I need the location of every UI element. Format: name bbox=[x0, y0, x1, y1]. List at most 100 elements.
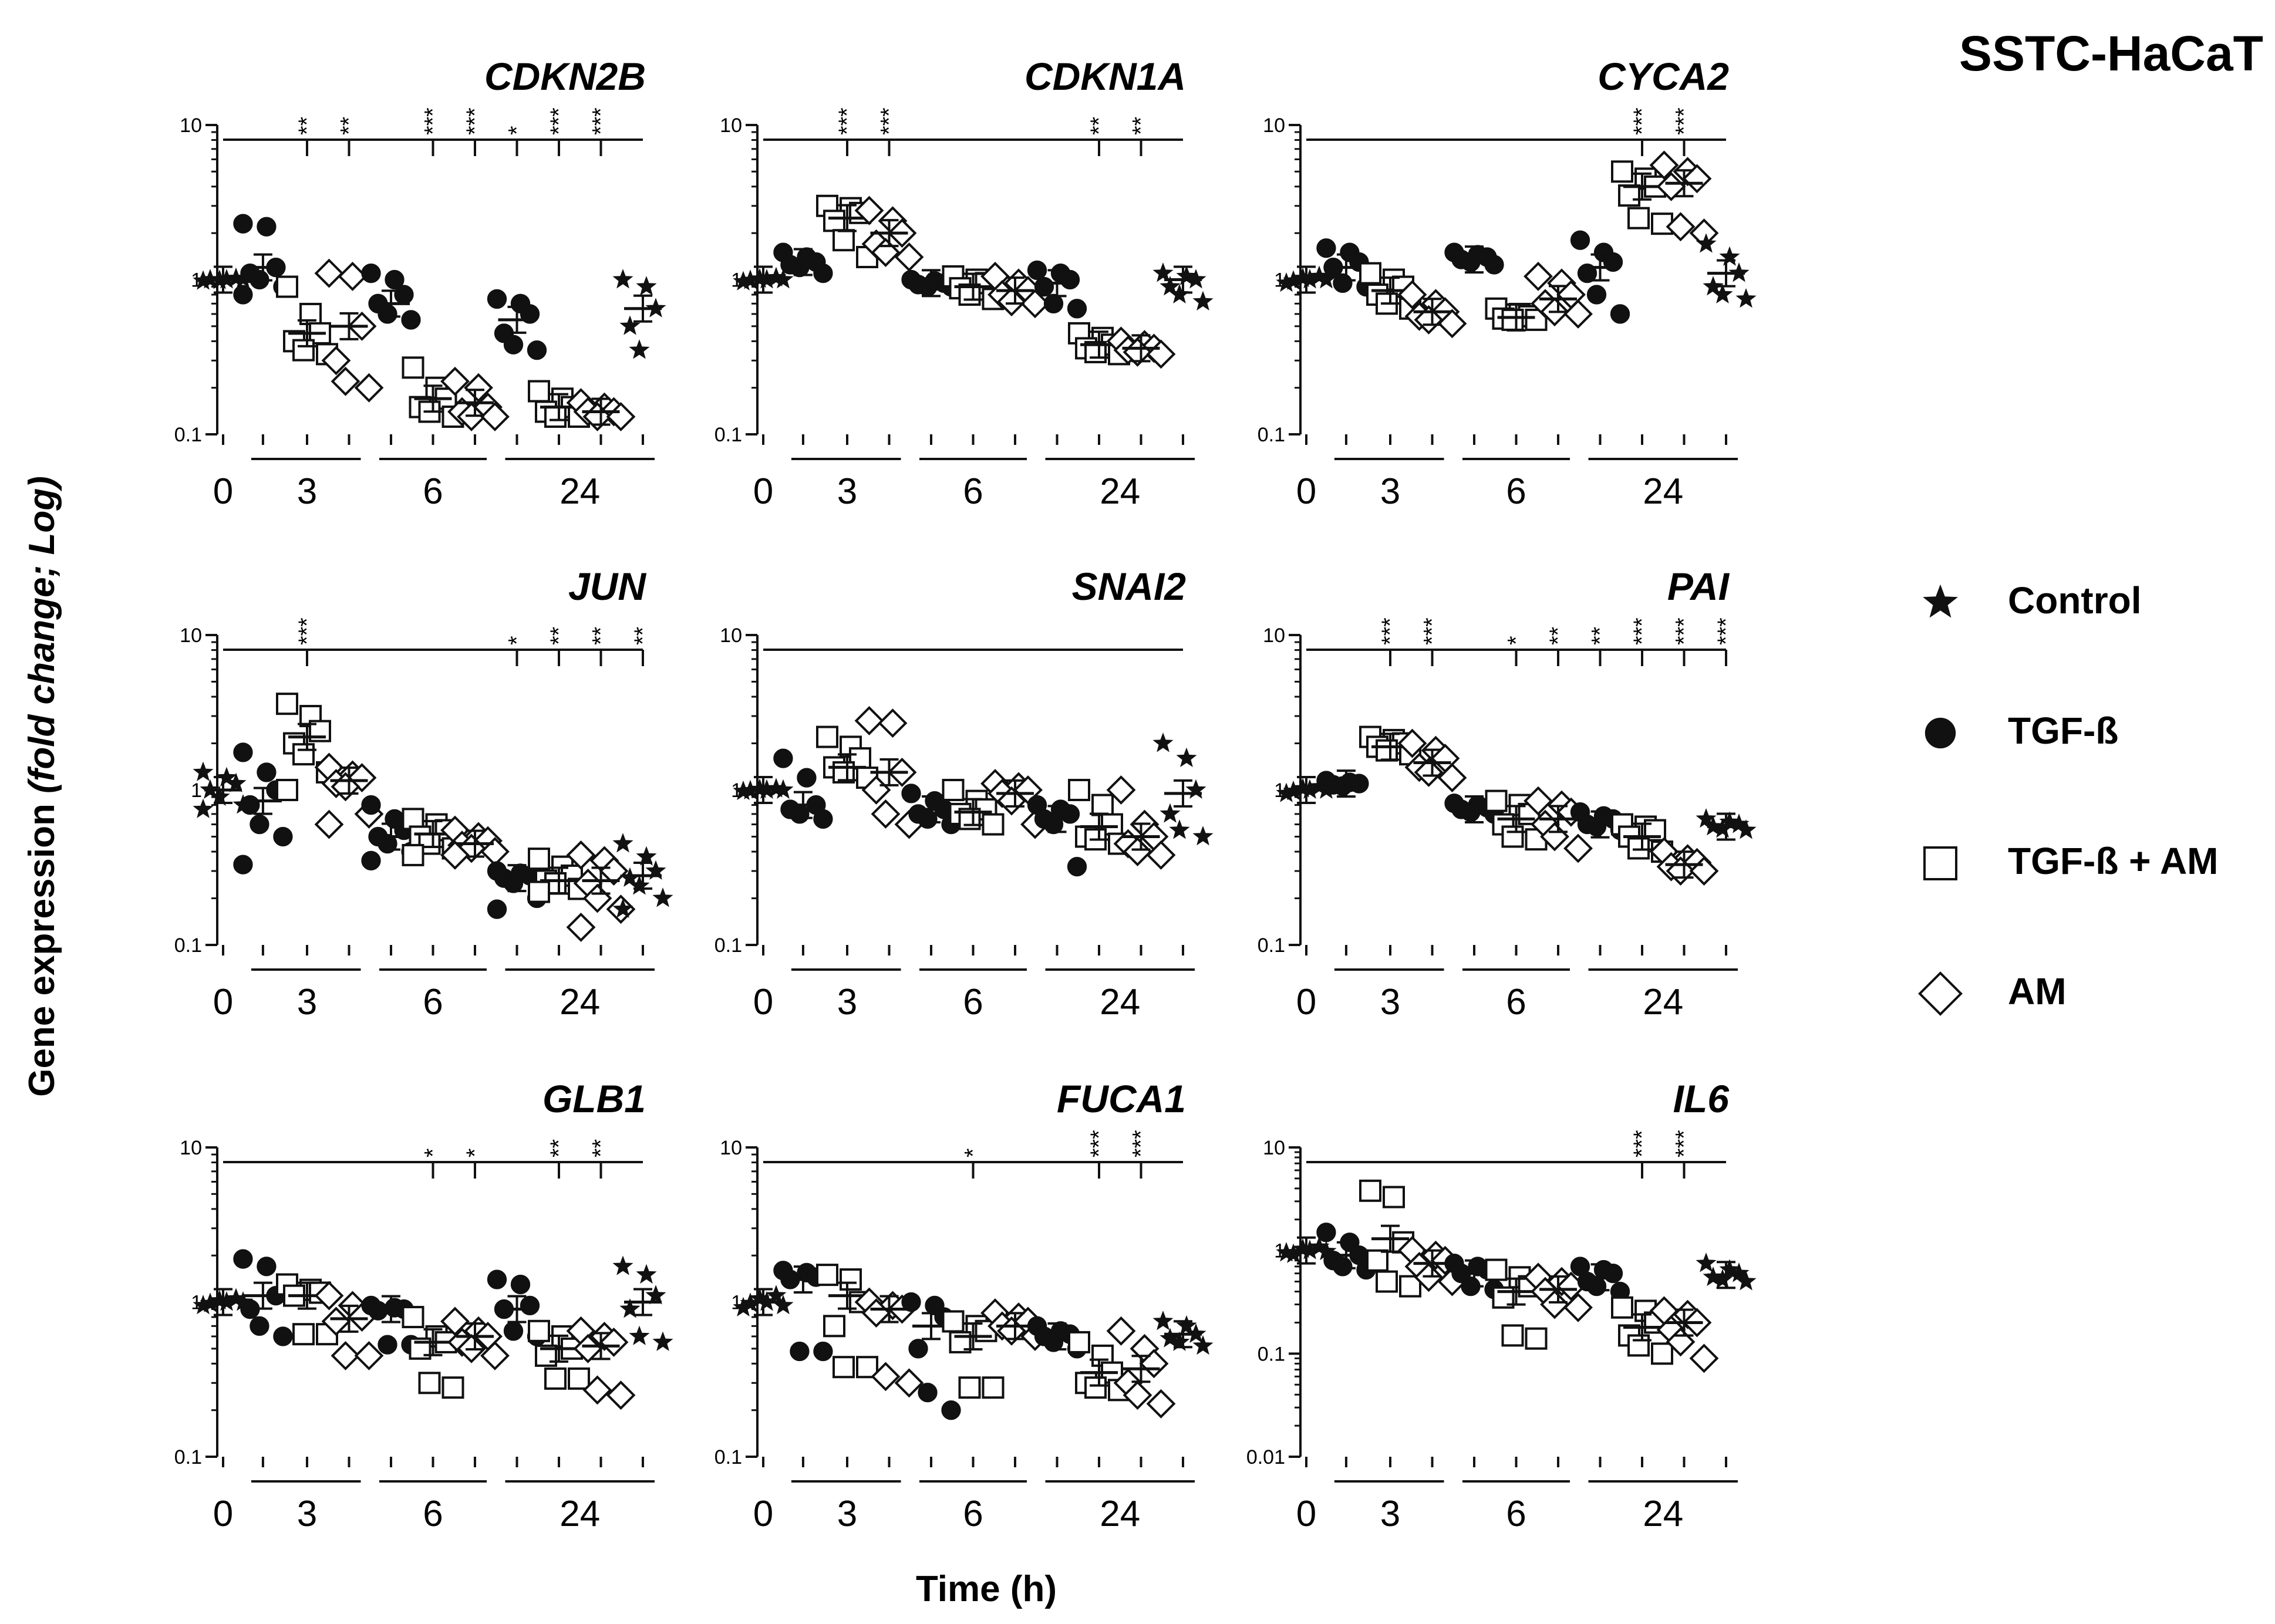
data-point bbox=[652, 1331, 673, 1351]
data-point bbox=[982, 813, 1005, 836]
data-point bbox=[1192, 291, 1214, 310]
data-group bbox=[773, 748, 833, 829]
data-group bbox=[440, 366, 510, 431]
y-tick-label: 10 bbox=[1263, 1137, 1285, 1159]
data-point bbox=[1603, 1263, 1623, 1284]
data-point bbox=[1106, 775, 1136, 805]
significance-label: *** bbox=[294, 617, 320, 645]
significance-label: ** bbox=[1128, 117, 1154, 135]
data-point bbox=[901, 784, 921, 803]
data-point bbox=[510, 1274, 531, 1295]
data-point bbox=[480, 402, 510, 431]
data-point bbox=[250, 1316, 269, 1336]
legend-label: AM bbox=[2008, 970, 2067, 1012]
data-point bbox=[854, 195, 884, 225]
data-point bbox=[958, 1376, 981, 1399]
panel-title: IL6 bbox=[1673, 1077, 1730, 1120]
data-point bbox=[942, 1310, 965, 1333]
data-group bbox=[1696, 233, 1757, 308]
significance-label: ** bbox=[588, 1139, 614, 1157]
data-point bbox=[1152, 1310, 1174, 1331]
data-point bbox=[487, 289, 507, 309]
data-point bbox=[440, 366, 470, 396]
data-point bbox=[368, 1301, 388, 1321]
x-tick-label: 6 bbox=[1506, 1494, 1526, 1534]
data-point bbox=[1437, 309, 1467, 339]
y-tick-label: 0.1 bbox=[714, 424, 742, 446]
data-group bbox=[566, 388, 636, 431]
data-group bbox=[1570, 1257, 1630, 1302]
data-point bbox=[1586, 1276, 1607, 1297]
data-group bbox=[1611, 813, 1673, 863]
data-point bbox=[918, 276, 938, 297]
data-point bbox=[1067, 299, 1087, 319]
data-point bbox=[1123, 1380, 1152, 1410]
data-point bbox=[1106, 1316, 1136, 1346]
data-point bbox=[568, 1367, 590, 1390]
data-group bbox=[612, 833, 673, 919]
y-axis-label-paren: (fold change; Log) bbox=[22, 476, 62, 794]
y-tick-label: 10 bbox=[720, 1137, 742, 1159]
data-point bbox=[1376, 739, 1398, 762]
x-tick-label: 24 bbox=[1643, 982, 1683, 1022]
data-group bbox=[1316, 1223, 1376, 1280]
panel-title: GLB1 bbox=[542, 1077, 646, 1120]
data-group bbox=[487, 289, 547, 360]
data-group bbox=[1152, 732, 1214, 846]
data-point bbox=[528, 880, 550, 903]
data-point bbox=[225, 772, 247, 792]
data-point bbox=[1399, 1275, 1421, 1298]
data-point bbox=[766, 1285, 787, 1305]
significance-label: ** bbox=[630, 627, 656, 645]
data-point bbox=[797, 768, 817, 788]
data-point bbox=[338, 261, 368, 291]
data-point bbox=[1689, 1343, 1719, 1373]
x-tick-label: 3 bbox=[1380, 1494, 1400, 1534]
data-point bbox=[918, 809, 938, 829]
data-point bbox=[1414, 305, 1444, 335]
data-group bbox=[440, 1306, 510, 1370]
data-point bbox=[276, 693, 298, 715]
data-point bbox=[276, 275, 298, 298]
data-group bbox=[854, 1287, 924, 1398]
data-point bbox=[749, 268, 770, 288]
data-point bbox=[1501, 308, 1524, 331]
x-tick-label: 24 bbox=[1100, 982, 1140, 1022]
data-point bbox=[1611, 160, 1633, 183]
data-point bbox=[440, 1306, 470, 1336]
data-group bbox=[314, 752, 384, 839]
data-point bbox=[354, 1341, 384, 1370]
significance-label: ** bbox=[294, 117, 320, 135]
data-point bbox=[1719, 246, 1740, 266]
data-point bbox=[1712, 1269, 1733, 1289]
data-point bbox=[1563, 299, 1593, 329]
x-tick-label: 3 bbox=[297, 1494, 317, 1534]
y-tick-label: 10 bbox=[180, 624, 202, 647]
legend-item-tgfb: TGF-ß bbox=[1925, 710, 2118, 752]
data-point bbox=[1123, 837, 1152, 866]
y-tick-label: 10 bbox=[180, 1137, 202, 1159]
data-point bbox=[240, 795, 260, 815]
data-point bbox=[1651, 1342, 1673, 1365]
x-tick-label: 24 bbox=[1100, 1494, 1140, 1534]
data-point bbox=[1501, 825, 1524, 848]
data-point bbox=[813, 809, 833, 829]
x-tick-label: 3 bbox=[837, 1494, 857, 1534]
data-point bbox=[1146, 1389, 1176, 1419]
y-tick-label: 0.1 bbox=[1258, 424, 1285, 446]
y-tick-label: 0.1 bbox=[174, 934, 202, 957]
open-diamond-icon bbox=[1918, 971, 1963, 1016]
data-point bbox=[982, 1376, 1005, 1399]
data-point bbox=[1027, 260, 1047, 281]
data-point bbox=[1735, 288, 1757, 308]
panel-title: JUN bbox=[568, 565, 646, 608]
significance-label: *** bbox=[877, 107, 902, 135]
data-group bbox=[773, 242, 833, 283]
data-group bbox=[314, 258, 384, 403]
y-tick-label: 0.1 bbox=[174, 1446, 202, 1468]
data-point bbox=[612, 269, 633, 289]
significance-label: *** bbox=[834, 107, 860, 135]
